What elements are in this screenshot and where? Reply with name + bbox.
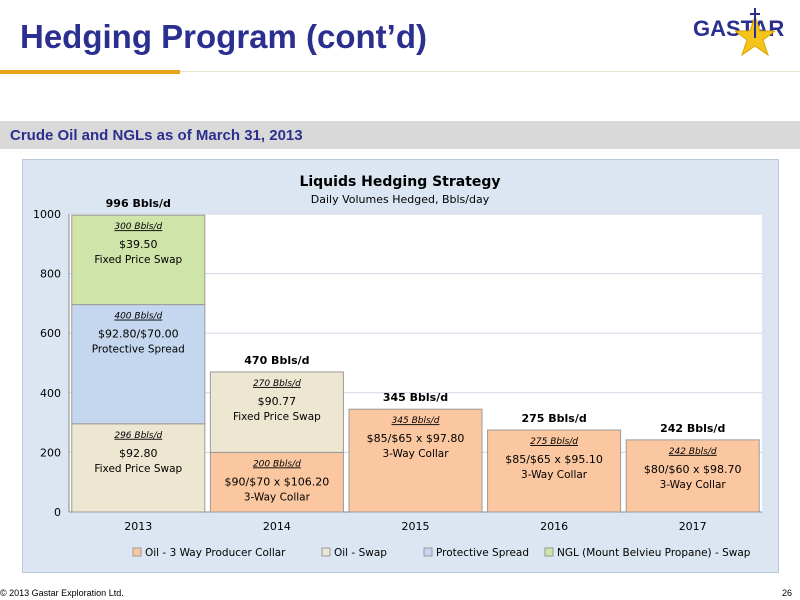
segment-type-label: 3-Way Collar: [660, 479, 727, 491]
subtitle-band: [0, 121, 800, 149]
bar-segment-2014-s1: [209, 371, 344, 453]
segment-volume-label: 270 Bbls/d: [253, 379, 301, 389]
segment-type-label: 3-Way Collar: [521, 469, 588, 481]
legend-entry: NGL (Mount Belvieu Propane) - Swap: [557, 547, 751, 559]
bar-segment-2017-s0: [625, 439, 760, 513]
legend-entry: Oil - Swap: [334, 547, 387, 559]
segment-type-label: Fixed Price Swap: [94, 254, 182, 266]
segment-volume-label: 400 Bbls/d: [114, 312, 162, 322]
y-tick-label: 600: [40, 327, 61, 340]
bar-total-label: 996 Bbls/d: [106, 197, 171, 210]
y-tick-label: 400: [40, 387, 61, 400]
x-tick-label: 2015: [402, 520, 430, 533]
segment-type-label: 3-Way Collar: [244, 491, 311, 503]
segment-type-label: 3-Way Collar: [382, 448, 449, 460]
y-tick-label: 1000: [33, 208, 61, 221]
x-tick-label: 2014: [263, 520, 291, 533]
bar-total-label: 470 Bbls/d: [244, 354, 309, 367]
segment-type-label: Protective Spread: [92, 344, 185, 356]
segment-volume-label: 296 Bbls/d: [114, 431, 162, 441]
segment-volume-label: 200 Bbls/d: [253, 459, 301, 469]
title-underline: [180, 71, 800, 72]
segment-price-label: $90.77: [258, 395, 297, 408]
slide-title: Hedging Program (cont’d): [20, 18, 427, 55]
segment-price-label: $39.50: [119, 238, 158, 251]
x-tick-label: 2013: [124, 520, 152, 533]
bar-segment-2013-s3: [71, 214, 206, 306]
segment-volume-label: 345 Bbls/d: [392, 416, 440, 426]
segment-type-label: Fixed Price Swap: [94, 463, 182, 475]
legend-swatch: [132, 547, 142, 557]
page-number: 26: [781, 588, 792, 598]
chart-title: Liquids Hedging Strategy: [299, 174, 500, 190]
footer-copyright: © 2013 Gastar Exploration Ltd.: [0, 588, 124, 598]
x-tick-label: 2016: [540, 520, 568, 533]
y-tick-label: 800: [40, 268, 61, 281]
legend-entry: Protective Spread: [436, 547, 529, 559]
segment-price-label: $80/$60 x $98.70: [644, 463, 742, 476]
segment-price-label: $92.80/$70.00: [98, 328, 179, 341]
legend-entry: Oil - 3 Way Producer Collar: [145, 547, 286, 559]
legend-swatch: [544, 547, 554, 557]
segment-price-label: $90/$70 x $106.20: [225, 475, 330, 488]
x-tick-label: 2017: [679, 520, 707, 533]
logo-wordmark: GASTAR: [693, 16, 785, 41]
bar-total-label: 275 Bbls/d: [521, 412, 586, 425]
chart-subtitle: Daily Volumes Hedged, Bbls/day: [311, 193, 490, 206]
segment-price-label: $85/$65 x $97.80: [367, 432, 465, 445]
bar-segment-2015-s0: [348, 408, 483, 513]
bar-segment-2014-s0: [209, 451, 344, 513]
segment-price-label: $92.80: [119, 447, 158, 460]
chart-frame: Liquids Hedging Strategy Daily Volumes He…: [22, 159, 779, 573]
segment-volume-label: 300 Bbls/d: [114, 222, 162, 232]
legend-swatch: [423, 547, 433, 557]
segment-price-label: $85/$65 x $95.10: [505, 453, 603, 466]
legend-swatch: [321, 547, 331, 557]
bar-total-label: 345 Bbls/d: [383, 391, 448, 404]
y-tick-label: 0: [54, 506, 61, 519]
bar-segment-2013-s2: [71, 304, 206, 425]
segment-volume-label: 275 Bbls/d: [530, 437, 578, 447]
liquids-hedging-chart: Liquids Hedging Strategy Daily Volumes He…: [33, 174, 762, 559]
title-underline-accent: [0, 70, 180, 74]
section-subtitle: Crude Oil and NGLs as of March 31, 2013: [10, 127, 303, 144]
star-icon: [735, 8, 775, 57]
bar-segment-2016-s0: [487, 429, 622, 513]
bar-segment-2013-s1: [71, 423, 206, 513]
gastar-logo: GASTAR: [693, 8, 785, 63]
segment-type-label: Fixed Price Swap: [233, 411, 321, 423]
y-tick-label: 200: [40, 446, 61, 459]
segment-volume-label: 242 Bbls/d: [669, 447, 717, 457]
bar-total-label: 242 Bbls/d: [660, 422, 725, 435]
